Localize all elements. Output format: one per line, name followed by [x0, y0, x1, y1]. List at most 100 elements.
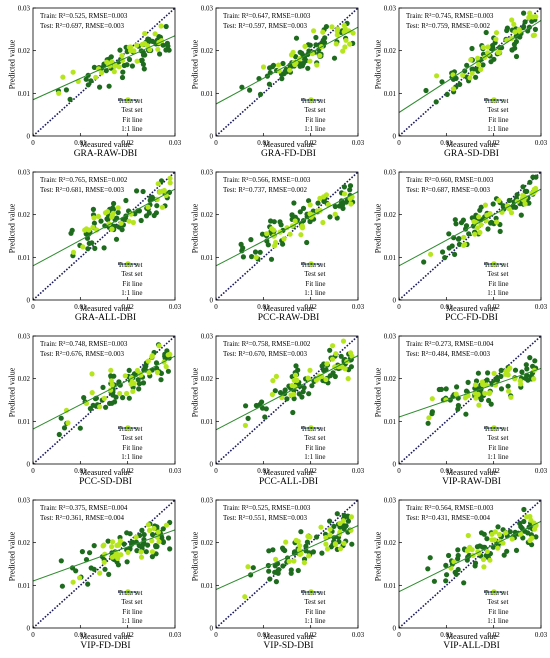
test-point — [270, 378, 276, 384]
legend-entry: Fit line — [484, 427, 508, 453]
train-point — [306, 391, 312, 397]
x-axis-label: Measured value — [80, 632, 131, 641]
panel-title: VIP-RAW-DBI — [442, 477, 501, 487]
x-tick-label: 0 — [31, 303, 35, 311]
train-point — [486, 397, 492, 404]
train-point — [252, 249, 259, 255]
train-point — [272, 388, 278, 394]
train-point — [493, 215, 499, 221]
test-point — [337, 546, 344, 552]
legend-label: Test set — [487, 434, 509, 443]
scatter-plot: 0 0.01 0.02 0.03 0 0.01 0.02 0.03 — [384, 169, 548, 312]
plot-area — [33, 8, 175, 136]
train-point — [323, 367, 329, 373]
test-point — [526, 15, 532, 21]
test-point — [528, 517, 534, 523]
train-stats: Train: R²=0.525, RMSE=0.003 — [40, 12, 128, 20]
test-point — [527, 10, 533, 16]
train-point — [273, 579, 279, 585]
legend-label: Test set — [487, 598, 509, 607]
y-axis-label: Predicted value — [7, 531, 17, 582]
train-point — [521, 506, 527, 513]
test-stats: Test: R²=0.597, RMSE=0.003 — [223, 22, 307, 30]
legend-entry: 1:1 line — [301, 591, 325, 627]
y-tick-label: 0.03 — [201, 5, 214, 13]
train-stats: Train: R²=0.273, RMSE=0.004 — [406, 340, 494, 348]
test-point — [462, 395, 468, 401]
chart-panel: 0 0.01 0.02 0.03 0 0.01 0.02 0.03 Train: R²=0.52… — [0, 0, 183, 164]
train-point — [102, 223, 108, 229]
test-point — [532, 526, 538, 532]
train-point — [513, 53, 520, 60]
test-point — [125, 549, 131, 555]
train-point — [165, 368, 171, 374]
test-point — [311, 28, 317, 34]
x-tick-label: 0.02 — [488, 631, 501, 639]
test-point — [509, 17, 515, 23]
x-tick-label: 0.01 — [74, 467, 87, 475]
plot-frame — [215, 171, 359, 301]
train-point — [293, 35, 300, 41]
train-point — [488, 401, 494, 407]
train-point — [245, 415, 251, 421]
test-point — [482, 202, 488, 208]
train-point — [303, 543, 309, 549]
train-point — [460, 217, 466, 223]
legend-label: Fit line — [122, 607, 143, 616]
test-point — [163, 364, 169, 370]
train-point — [259, 231, 266, 237]
y-axis-label: Predicted value — [373, 203, 383, 254]
test-point — [60, 74, 66, 80]
test-point — [434, 73, 440, 79]
train-stats: Train: R²=0.647, RMSE=0.003 — [223, 12, 311, 20]
test-point — [476, 61, 482, 68]
train-point — [111, 373, 117, 379]
train-point — [349, 541, 355, 547]
y-tick-label: 0.01 — [18, 90, 31, 98]
y-tick-label: 0 — [27, 133, 31, 141]
train-point — [297, 63, 303, 69]
test-point — [475, 55, 481, 61]
train-point — [267, 65, 273, 71]
x-tick-label: 0.02 — [122, 303, 135, 311]
test-point — [119, 53, 125, 59]
train-point — [61, 425, 68, 431]
train-point — [257, 249, 263, 255]
legend-entry: 1:1 line — [118, 427, 142, 463]
train-stats: Train: R²=0.525, RMSE=0.003 — [223, 504, 311, 512]
train-point — [518, 212, 524, 218]
fit-line — [399, 19, 541, 113]
train-point — [120, 69, 126, 75]
test-point — [155, 46, 161, 52]
y-tick-label: 0.01 — [201, 254, 214, 262]
scatter-plot: 0 0.01 0.02 0.03 0 0.01 0.02 0.03 — [201, 497, 365, 640]
test-point — [287, 231, 293, 237]
test-point — [146, 527, 153, 533]
plot-area — [399, 500, 541, 628]
train-point — [91, 220, 97, 226]
train-point — [520, 535, 526, 541]
scatter-plot: 0 0.01 0.02 0.03 0 0.01 0.02 0.03 — [18, 497, 182, 640]
test-point — [167, 180, 173, 186]
train-point — [150, 532, 156, 538]
train-point — [457, 81, 463, 87]
panel-title: VIP-ALL-DBI — [443, 641, 500, 651]
test-point — [329, 24, 335, 30]
test-point — [139, 41, 145, 48]
train-point — [319, 363, 325, 369]
test-point — [124, 390, 130, 397]
legend-label: Test set — [121, 106, 143, 115]
train-point — [321, 39, 328, 46]
train-point — [58, 415, 64, 421]
y-tick-label: 0.03 — [18, 333, 31, 341]
test-point — [474, 225, 480, 231]
legend-entry: 1:1 line — [484, 591, 508, 627]
test-point — [128, 44, 134, 50]
train-point — [461, 580, 467, 586]
train-point — [452, 217, 458, 223]
